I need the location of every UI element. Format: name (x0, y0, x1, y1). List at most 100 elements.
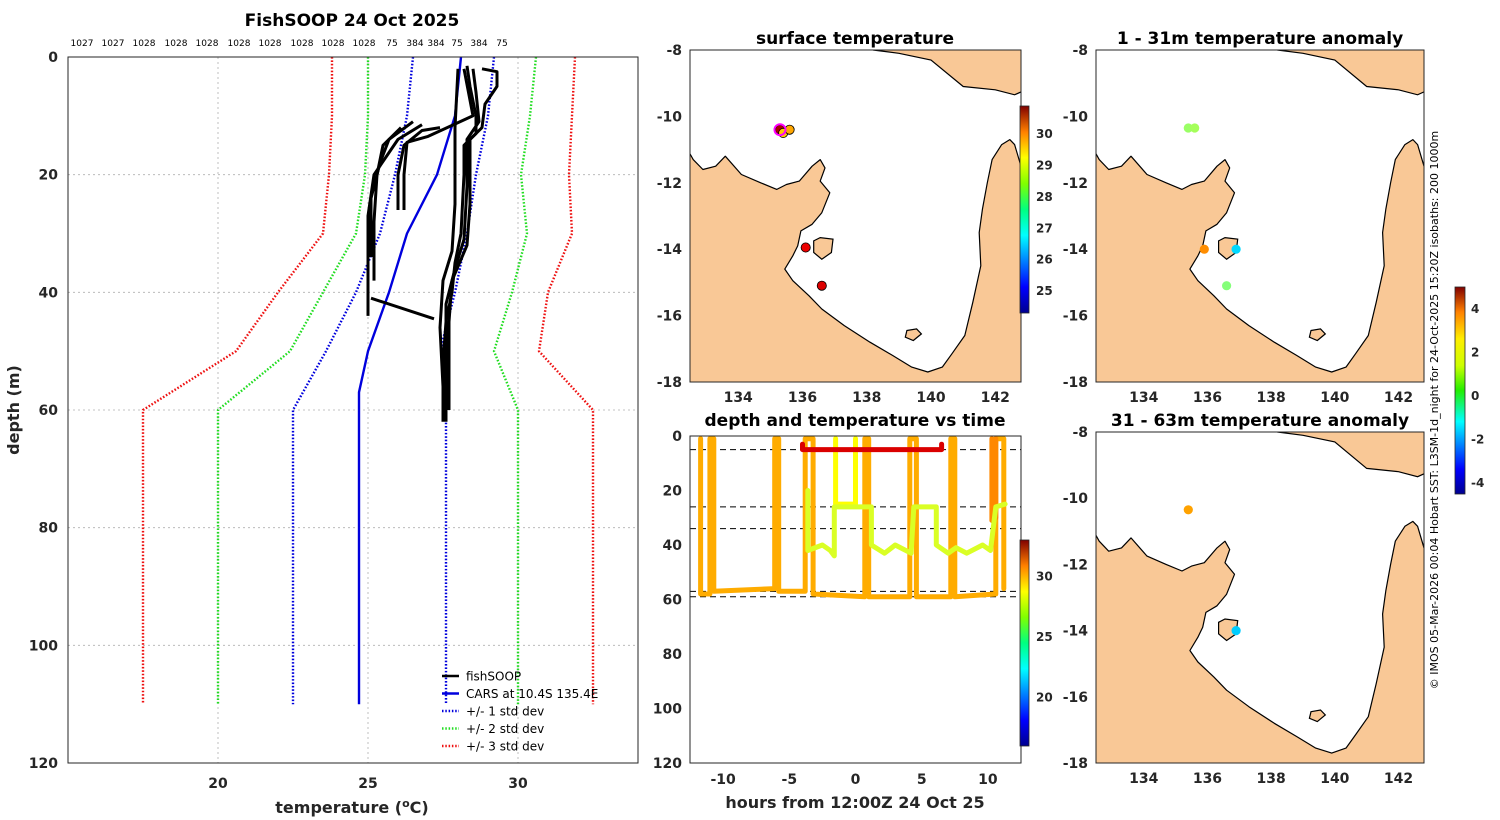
anomaly-colorbar (1454, 286, 1466, 495)
sst-colorbar (1019, 105, 1030, 314)
density-label: 1028 (259, 39, 282, 49)
series-line-cars-2-std (492, 57, 538, 705)
m1-ytick: -18 (657, 375, 682, 391)
m2-data-point (1199, 244, 1209, 254)
legend-label: +/- 3 std dev (466, 740, 544, 754)
anom1-map-title: 1 - 31m temperature anomaly (1117, 29, 1403, 49)
credit-text: © IMOS 05-Mar-2026 00:04 Hobart SST: L3S… (1428, 131, 1441, 689)
series-line-fishsoop-cast-6 (366, 123, 423, 316)
m1-ytick: -16 (657, 309, 682, 325)
anomaly-colorbar-tick: 2 (1471, 345, 1479, 359)
density-label: 1028 (228, 39, 251, 49)
m2-ytick: -18 (1063, 375, 1088, 391)
profile-ytick: 80 (39, 521, 59, 537)
m3-xtick: 134 (1129, 771, 1158, 787)
profile-xtick: 30 (508, 776, 528, 792)
profile-ytick: 120 (29, 756, 58, 772)
m1-australia-land (690, 139, 1021, 382)
m3-ytick: -18 (1063, 756, 1088, 772)
anom2-map-title: 31 - 63m temperature anomaly (1111, 411, 1409, 431)
m2-ytick: -10 (1063, 109, 1089, 125)
density-label: 1027 (71, 39, 94, 49)
series-line-cars-1-std (291, 57, 415, 705)
depth-time-ytick: 120 (653, 756, 682, 772)
series-line-fishsoop-cast-8 (372, 126, 403, 281)
profile-panel: FishSOOP 24 Oct 2025 1027 1027 1028 1028 102… (4, 11, 639, 817)
depth-time-track (805, 488, 1008, 559)
m2-png-land (1276, 50, 1424, 96)
depth-time-ytick: 0 (672, 429, 682, 445)
m1-xtick: 142 (981, 390, 1010, 406)
series-line-fishsoop-cast-2 (444, 68, 481, 422)
m2-xtick: 136 (1193, 390, 1222, 406)
anom1-map-box (1095, 49, 1425, 383)
m2-ytick: -16 (1063, 309, 1088, 325)
depth-time-track (833, 436, 858, 507)
m2-australia-land (1096, 139, 1424, 382)
depth-time-colorbar-tick: 30 (1036, 569, 1053, 583)
profile-legend: fishSOOP CARS at 10.4S 135.4E +/- 1 std de… (442, 670, 598, 754)
m2-xtick: 140 (1320, 390, 1349, 406)
series-line-fishsoop-cast-9 (370, 296, 435, 321)
series-line-cars-3-std (537, 57, 595, 705)
depth-time-xlabel: hours from 12:00Z 24 Oct 25 (725, 793, 984, 812)
surface-temperature-map: surface temperature 134 136 138 140 142 -8 -10… (657, 29, 1053, 406)
density-label: 75 (451, 39, 462, 49)
sst-colorbar-tick: 25 (1036, 284, 1053, 298)
density-label: 384 (470, 39, 487, 49)
m1-xtick: 140 (916, 390, 945, 406)
density-label: 75 (386, 39, 397, 49)
m3-xtick: 138 (1257, 771, 1286, 787)
m2-data-point (1222, 281, 1232, 291)
anomaly-colorbar-tick: 4 (1471, 302, 1479, 316)
anomaly-colorbar-tick: -4 (1471, 476, 1484, 490)
m1-xtick: 138 (852, 390, 881, 406)
series-line-fishsoop-cast-10 (438, 68, 460, 422)
m3-data-point (1183, 505, 1193, 515)
m2-ytick: -14 (1063, 242, 1089, 258)
sst-colorbar-tick: 30 (1036, 127, 1053, 141)
series-line-fishsoop-cast-4 (402, 68, 475, 210)
depth-time-ytick: 80 (663, 647, 683, 663)
depth-time-xtick: 0 (851, 772, 861, 788)
depth-time-panel: depth and temperature vs time -10 -5 0 5 100… (653, 411, 1053, 812)
depth-time-track (698, 436, 1007, 600)
series-line-cars-3-std (141, 57, 334, 705)
depth-time-ytick: 100 (653, 702, 682, 718)
profile-ytick: 40 (39, 285, 59, 301)
m3-xtick: 140 (1320, 771, 1349, 787)
profile-title: FishSOOP 24 Oct 2025 (245, 11, 460, 31)
m1-xtick: 136 (788, 390, 817, 406)
m2-xtick: 134 (1129, 390, 1158, 406)
m2-xtick: 138 (1257, 390, 1286, 406)
m1-data-point (800, 242, 811, 253)
profile-ytick: 20 (39, 168, 59, 184)
density-labels: 1027 1027 1028 1028 1028 1028 1028 1028 1028 1028… (71, 39, 508, 49)
series-line-cars-2-std (216, 57, 370, 705)
density-label: 1028 (133, 39, 156, 49)
m2-ytick: -12 (1063, 176, 1088, 192)
depth-time-colorbar-tick: 25 (1036, 630, 1053, 644)
m3-ytick: -10 (1063, 491, 1089, 507)
m1-data-point (816, 280, 827, 291)
density-label: 1028 (196, 39, 219, 49)
series-line-cars (357, 57, 463, 705)
m3-xtick: 142 (1384, 771, 1413, 787)
depth-time-ytick: 60 (663, 593, 683, 609)
m3-mornington-island (1308, 709, 1327, 723)
legend-label: +/- 2 std dev (466, 722, 544, 736)
m1-mornington-island (904, 328, 923, 342)
m2-data-point (1190, 123, 1200, 133)
legend-label: CARS at 10.4S 135.4E (466, 687, 598, 701)
profile-xtick: 25 (358, 776, 377, 792)
anomaly-colorbar-tick: 0 (1471, 389, 1479, 403)
density-label: 1028 (322, 39, 345, 49)
m2-xtick: 142 (1384, 390, 1413, 406)
sst-colorbar-tick: 26 (1036, 253, 1053, 267)
legend-label: +/- 1 std dev (466, 705, 544, 719)
profile-ytick: 100 (29, 638, 58, 654)
anomaly-1-31m-map: 1 - 31m temperature anomaly 134 136 138 140… (1063, 29, 1425, 406)
m3-data-point (1231, 626, 1241, 636)
m3-png-land (1276, 432, 1424, 478)
